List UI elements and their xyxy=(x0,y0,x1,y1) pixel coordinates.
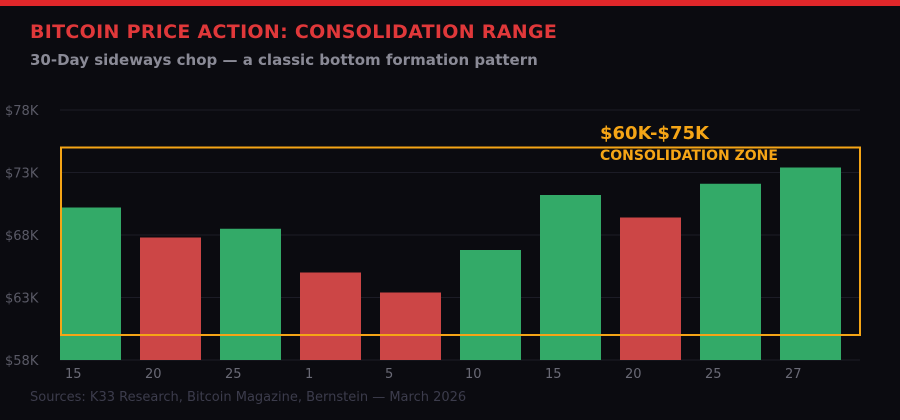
bar xyxy=(460,250,521,360)
bar xyxy=(140,237,201,360)
x-tick-label: 15 xyxy=(545,367,562,382)
top-accent-bar xyxy=(0,0,900,6)
x-tick-label: 20 xyxy=(145,367,162,382)
zone-label: $60K-$75K xyxy=(600,123,710,144)
x-tick-label: 25 xyxy=(705,367,722,382)
bar xyxy=(220,228,281,360)
consolidation-zone-box xyxy=(60,146,861,336)
x-tick-label: 5 xyxy=(385,367,393,382)
bar xyxy=(780,167,841,360)
x-tick-label: 1 xyxy=(305,367,313,382)
y-tick-label: $73K xyxy=(5,167,39,182)
bar xyxy=(540,195,601,360)
chart-title: BITCOIN PRICE ACTION: CONSOLIDATION RANG… xyxy=(30,21,558,43)
bar xyxy=(620,217,681,360)
y-tick-label: $68K xyxy=(5,229,39,244)
bar xyxy=(380,292,441,360)
y-tick-label: $78K xyxy=(5,104,39,119)
bar xyxy=(60,207,121,360)
bar xyxy=(300,272,361,360)
x-tick-label: 15 xyxy=(65,367,82,382)
x-tick-label: 27 xyxy=(785,367,802,382)
x-tick-label: 25 xyxy=(225,367,242,382)
zone-sublabel: CONSOLIDATION ZONE xyxy=(600,148,778,164)
bar xyxy=(700,183,761,360)
x-tick-label: 20 xyxy=(625,367,642,382)
chart-subtitle: 30-Day sideways chop — a classic bottom … xyxy=(30,51,538,69)
x-tick-label: 10 xyxy=(465,367,482,382)
y-tick-label: $63K xyxy=(5,292,39,307)
y-tick-label: $58K xyxy=(5,354,39,369)
source-note: Sources: K33 Research, Bitcoin Magazine,… xyxy=(30,390,467,405)
